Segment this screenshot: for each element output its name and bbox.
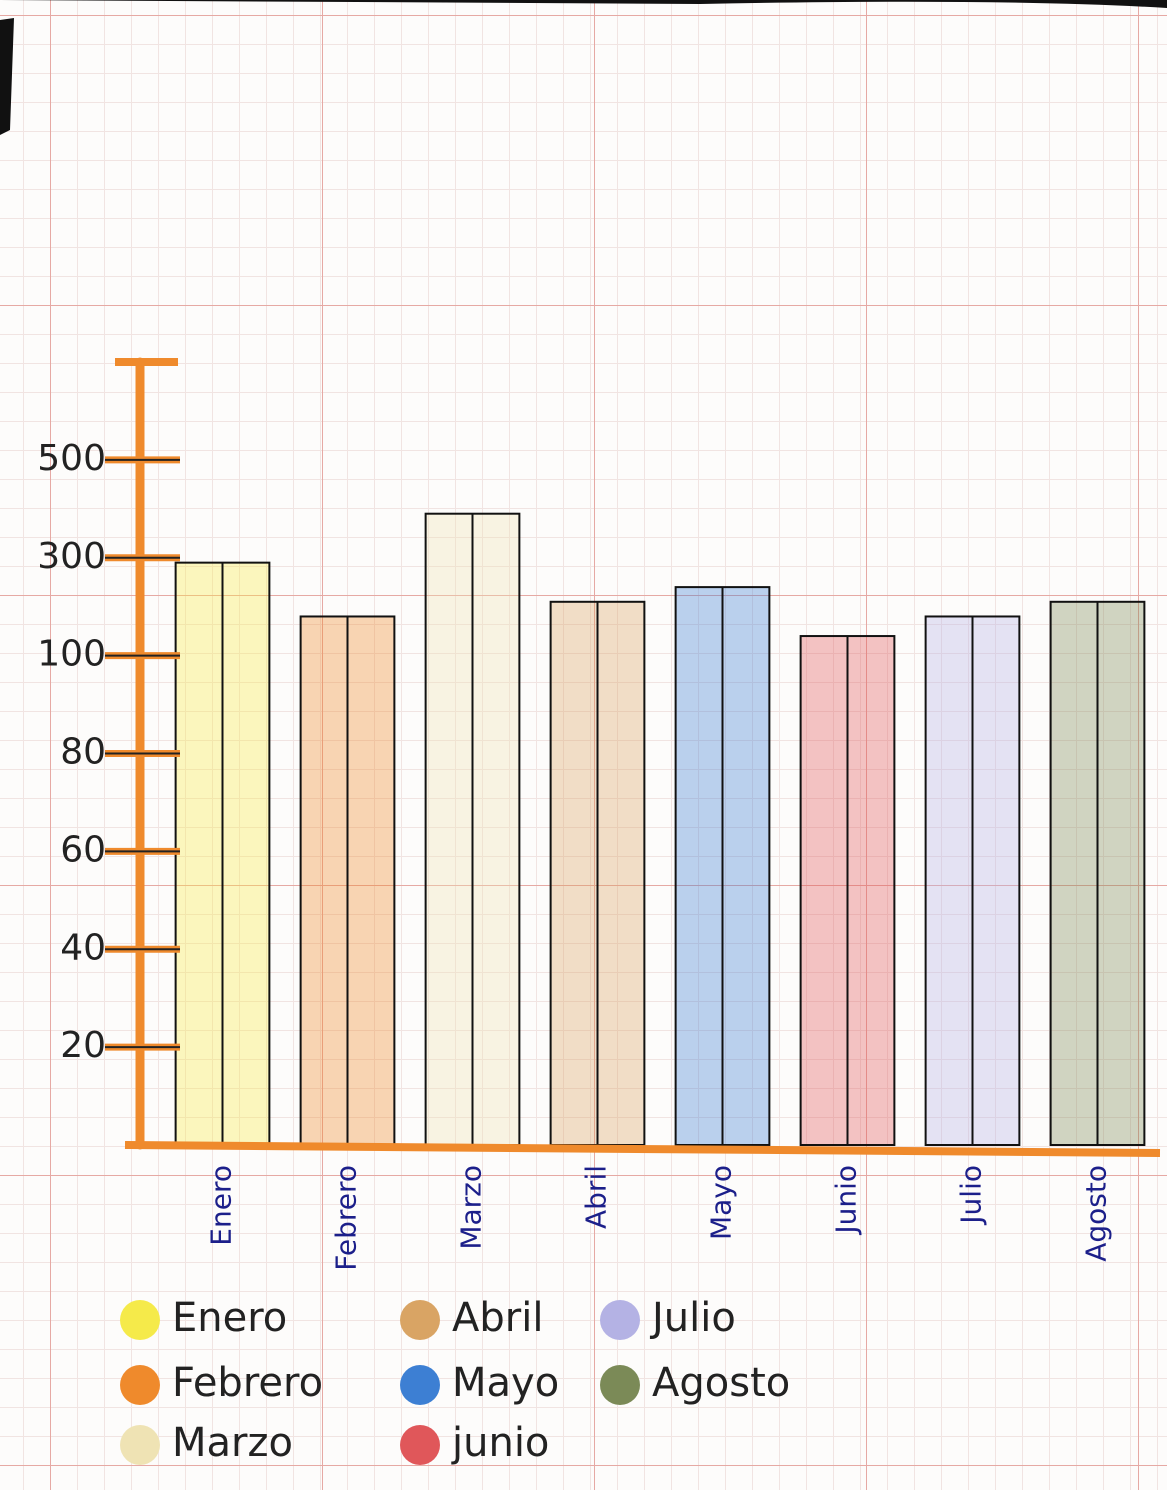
- x-tick-label: Marzo: [455, 1165, 488, 1250]
- legend-label: Enero: [172, 1295, 287, 1341]
- legend-swatch: [400, 1300, 440, 1340]
- photo-edge: [0, 0, 1167, 135]
- legend-label: Marzo: [172, 1420, 293, 1466]
- legend-swatch: [600, 1300, 640, 1340]
- legend-swatch: [120, 1300, 160, 1340]
- x-tick-label: Febrero: [330, 1165, 363, 1271]
- legend-swatch: [120, 1365, 160, 1405]
- x-tick-label: Mayo: [705, 1165, 738, 1240]
- y-tick-label: 300: [37, 536, 106, 577]
- legend-label: Febrero: [172, 1360, 323, 1406]
- y-tick-label: 80: [60, 732, 106, 773]
- y-tick-label: 500: [37, 438, 106, 479]
- x-tick-label: Agosto: [1080, 1165, 1113, 1262]
- legend-label: Julio: [649, 1295, 736, 1341]
- x-tick-label: Julio: [955, 1165, 988, 1226]
- legend-label: Agosto: [652, 1360, 790, 1406]
- legend-label: Mayo: [452, 1360, 559, 1406]
- legend-label: junio: [451, 1420, 549, 1466]
- y-tick-label: 40: [60, 927, 106, 968]
- x-tick-label: Abril: [580, 1165, 613, 1229]
- x-axis: [124, 1141, 1161, 1157]
- legend-swatch: [400, 1365, 440, 1405]
- y-tick-label: 60: [60, 829, 106, 870]
- y-tick-label: 20: [60, 1025, 106, 1066]
- x-tick-label: Junio: [830, 1165, 863, 1236]
- legend-swatch: [600, 1365, 640, 1405]
- legend-swatch: [400, 1425, 440, 1465]
- x-tick-label: Enero: [205, 1165, 238, 1246]
- legend-label: Abril: [452, 1295, 543, 1341]
- y-tick-label: 100: [37, 634, 106, 675]
- legend-swatch: [120, 1425, 160, 1465]
